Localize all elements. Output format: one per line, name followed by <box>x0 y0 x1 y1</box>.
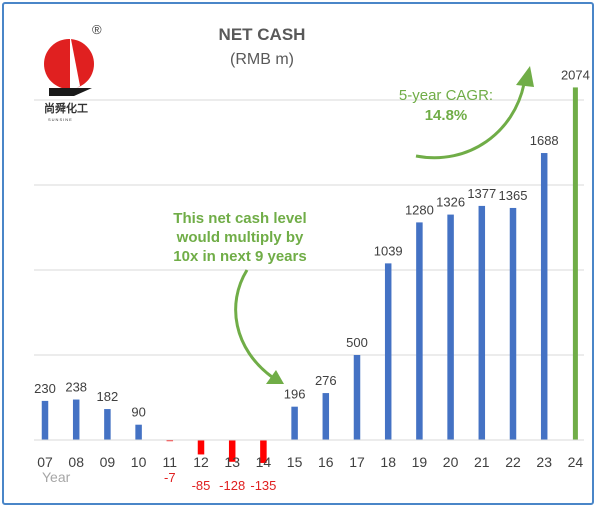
chart-canvas: ® 尚舜化工 SUNSINE NET CASH (RMB m) 230 238 18… <box>34 22 590 493</box>
annotation-multiply-line-3: 10x in next 9 years <box>173 248 306 265</box>
chart-frame: ® 尚舜化工 SUNSINE NET CASH (RMB m) 230 238 18… <box>2 2 594 505</box>
value-label-18: 1039 <box>374 243 403 258</box>
x-tick-14: 14 <box>256 454 272 470</box>
registered-mark: ® <box>92 22 102 37</box>
bar-09 <box>104 409 111 440</box>
value-label-09: 182 <box>97 389 119 404</box>
annotation-arrow-curve <box>234 269 273 379</box>
value-label-21: 1377 <box>467 186 496 201</box>
bar-08 <box>72 399 80 440</box>
bar-11 <box>166 440 174 442</box>
x-tick-22: 22 <box>505 454 521 470</box>
x-tick-08: 08 <box>68 454 84 470</box>
x-tick-17: 17 <box>349 454 365 470</box>
x-tick-12: 12 <box>193 454 209 470</box>
value-label-12: -85 <box>192 478 211 493</box>
value-label-10: 90 <box>131 405 145 420</box>
value-label-16: 276 <box>315 373 337 388</box>
x-tick-13: 13 <box>224 454 240 470</box>
bar-18 <box>384 263 392 440</box>
x-tick-15: 15 <box>287 454 303 470</box>
value-label-08: 238 <box>65 380 87 395</box>
chart-subtitle: (RMB m) <box>230 51 294 68</box>
x-tick-20: 20 <box>443 454 459 470</box>
value-label-11: -7 <box>164 470 176 485</box>
value-label-17: 500 <box>346 335 368 350</box>
x-axis-title: Year <box>42 469 71 485</box>
x-tick-16: 16 <box>318 454 334 470</box>
chart-title: NET CASH <box>219 25 306 44</box>
bar-07 <box>41 400 49 440</box>
x-tick-18: 18 <box>380 454 396 470</box>
cagr-arrow-curve <box>415 83 526 160</box>
value-label-15: 196 <box>284 387 306 402</box>
annotation-cagr-line-1: 5-year CAGR: <box>399 87 493 104</box>
bar-23 <box>540 153 548 441</box>
logo-sail-icon <box>70 34 80 92</box>
bar-24 <box>572 87 578 441</box>
value-label-22: 1365 <box>499 188 528 203</box>
bars <box>41 87 578 463</box>
bar-22 <box>509 207 517 440</box>
annotation-cagr-value: 14.8% <box>425 107 468 124</box>
x-tick-21: 21 <box>474 454 490 470</box>
bar-13 <box>228 440 236 462</box>
value-label-24: 2074 <box>561 67 590 82</box>
bar-20 <box>447 214 454 440</box>
annotation-multiply: This net cash level would multiply by 10… <box>173 210 307 384</box>
value-label-14: -135 <box>250 478 276 493</box>
x-tick-10: 10 <box>131 454 147 470</box>
cagr-arrow-head-icon <box>516 66 534 87</box>
value-labels: 230 238 182 90 -7 -85 -128 -135 196 276 500 1039 128… <box>34 67 590 493</box>
bar-16 <box>322 393 330 440</box>
x-tick-11: 11 <box>163 454 178 470</box>
x-tick-07: 07 <box>37 454 53 470</box>
bar-10 <box>135 424 142 440</box>
x-tick-19: 19 <box>412 454 428 470</box>
x-tick-24: 24 <box>568 454 584 470</box>
annotation-multiply-line-2: would multiply by <box>176 229 304 246</box>
bar-19 <box>416 222 423 440</box>
value-label-20: 1326 <box>436 195 465 210</box>
bar-21 <box>478 205 486 440</box>
logo-latin-text: SUNSINE <box>48 117 73 122</box>
annotation-multiply-line-1: This net cash level <box>173 210 306 227</box>
logo: ® 尚舜化工 SUNSINE <box>44 22 102 122</box>
logo-base-icon <box>49 88 92 96</box>
logo-chinese-text: 尚舜化工 <box>44 101 88 115</box>
logo-circle-icon <box>44 39 94 89</box>
bar-12 <box>197 440 205 455</box>
bar-14 <box>260 440 267 463</box>
bar-17 <box>353 355 361 440</box>
x-tick-23: 23 <box>536 454 552 470</box>
value-label-07: 230 <box>34 381 56 396</box>
gridlines <box>34 99 584 356</box>
value-label-23: 1688 <box>530 133 559 148</box>
annotation-cagr: 5-year CAGR: 14.8% <box>399 66 534 160</box>
value-label-13: -128 <box>219 478 245 493</box>
value-label-19: 1280 <box>405 202 434 217</box>
bar-15 <box>291 406 298 440</box>
annotation-arrow-head-icon <box>266 370 284 384</box>
x-tick-09: 09 <box>100 454 116 470</box>
x-tick-labels: 07 08 09 10 11 12 13 14 15 16 17 18 19 20 21 22 23 24 <box>37 454 583 470</box>
